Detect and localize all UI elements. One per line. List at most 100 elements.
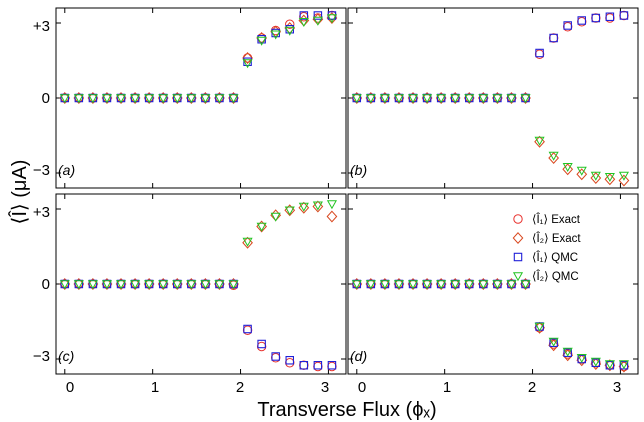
- ytick-label-top-0: 0: [42, 90, 50, 107]
- panel-a-point-triangle-down: [144, 94, 155, 104]
- panel-c-point-triangle-down: [200, 280, 211, 290]
- panel-c-point-triangle-down: [158, 280, 169, 290]
- panel-c-point-diamond: [326, 210, 338, 223]
- panel-c-point-triangle-down: [101, 280, 113, 290]
- xtick-label-right-3: 3: [613, 379, 621, 396]
- panel-label-b: (b): [350, 162, 367, 178]
- panel-a-point-triangle-down: [312, 16, 323, 26]
- legend-markers: [512, 214, 524, 282]
- panel-b-point-triangle-down: [506, 94, 517, 104]
- panel-a-point-triangle-down: [200, 94, 211, 104]
- panel-a-point-square: [285, 24, 295, 34]
- panel-d-point-triangle-down: [618, 360, 629, 370]
- panel-b-point-triangle-down: [365, 94, 376, 104]
- legend-label-exact2: ⟨Î₂⟩ Exact: [532, 232, 581, 245]
- panel-b-point-triangle-down: [590, 171, 601, 181]
- panel-c-point-triangle-down: [214, 280, 225, 290]
- legend-marker-diamond: [512, 232, 524, 244]
- panel-b-point-diamond: [604, 173, 616, 186]
- panel-a-point-square: [313, 11, 323, 20]
- panel-d-point-diamond: [576, 354, 588, 367]
- panel-b-point-triangle-down: [562, 163, 573, 172]
- panel-label-a: (a): [58, 162, 75, 178]
- panel-d-point-triangle-down: [478, 280, 489, 290]
- legend-marker-square: [513, 252, 523, 262]
- panel-a-point-square: [271, 28, 280, 38]
- panel-a-point-triangle-down: [73, 94, 84, 104]
- panel-a-point-triangle-down: [298, 18, 309, 27]
- panel-b-point-diamond: [562, 163, 574, 176]
- panel-d-point-diamond: [590, 358, 602, 370]
- legend-label-exact1: ⟨Î₁⟩ Exact: [532, 213, 581, 226]
- x-axis-title: Transverse Flux (ϕₓ): [257, 399, 436, 421]
- y-axis-title: ⟨Î⟩ (μA): [8, 160, 31, 225]
- legend-label-qmc1: ⟨Î₁⟩ QMC: [532, 251, 578, 264]
- panel-d-point-diamond: [618, 360, 630, 373]
- xtick-label-left-1: 1: [151, 379, 159, 396]
- panel-a-point-triangle-down: [172, 94, 183, 104]
- panel-b-point-triangle-down: [450, 94, 461, 104]
- panel-d-point-triangle-down: [590, 357, 601, 367]
- panel-c-point-triangle-down: [144, 280, 155, 290]
- panel-b-point-triangle-down: [436, 94, 447, 104]
- legend-label-qmc2: ⟨Î₂⟩ QMC: [532, 270, 579, 283]
- panel-d-point-diamond: [562, 349, 574, 362]
- panel-c-point-triangle-down: [59, 280, 70, 290]
- ytick-label-bottom-minus3: −3: [33, 348, 50, 365]
- panel-d-point-triangle-down: [450, 280, 461, 290]
- tick-marks: [56, 8, 638, 374]
- panel-d-point-triangle-down: [393, 280, 405, 290]
- panel-c-point-triangle-down: [172, 280, 183, 290]
- panel-b-point-triangle-down: [464, 94, 475, 104]
- panel-c-point-square: [285, 355, 295, 365]
- panel-c-point-circle: [285, 358, 295, 368]
- panel-b-point-triangle-down: [520, 94, 531, 104]
- panel-c-point-triangle-down: [284, 206, 295, 216]
- panel-b-point-square: [549, 33, 558, 43]
- panel-d-point-triangle-down: [407, 280, 419, 290]
- data-markers: [59, 10, 630, 373]
- panel-a-point-triangle-down: [242, 59, 253, 69]
- panel-d-point-triangle-down: [562, 347, 573, 357]
- panel-a-point-diamond: [242, 52, 253, 64]
- panel-a-point-square: [299, 11, 309, 20]
- panel-c-point-circle: [299, 360, 309, 370]
- panel-a-point-triangle-down: [214, 94, 225, 104]
- panel-b-point-diamond: [548, 152, 560, 164]
- panel-b-point-diamond: [590, 172, 602, 184]
- panel-c-point-triangle-down: [186, 280, 197, 290]
- panel-b-point-triangle-down: [604, 173, 615, 182]
- panel-d-point-triangle-down: [379, 280, 390, 290]
- panel-d-point-triangle-down: [604, 360, 615, 370]
- panel-c-point-triangle-down: [115, 280, 127, 290]
- panel-a-point-triangle-down: [115, 94, 127, 104]
- panel-a-point-triangle-down: [101, 94, 113, 104]
- panel-a-point-square: [243, 57, 252, 66]
- panel-b-point-triangle-down: [492, 94, 503, 104]
- panel-a-point-circle: [285, 19, 295, 29]
- panel-c-point-triangle-down: [242, 237, 253, 247]
- panel-a-point-triangle-down: [326, 14, 337, 24]
- ytick-label-top-plus3: +3: [33, 18, 50, 35]
- panel-b-point-triangle-down: [576, 166, 587, 176]
- panel-c-point-triangle-down: [256, 222, 267, 232]
- panel-d-point-triangle-down: [365, 280, 376, 290]
- panel-c-point-square: [271, 352, 280, 361]
- panel-c-point-square: [313, 360, 323, 370]
- panel-b-point-diamond: [618, 174, 630, 187]
- xtick-label-left-3: 3: [321, 379, 329, 396]
- panel-c-point-triangle-down: [228, 280, 239, 290]
- panel-d-point-triangle-down: [422, 280, 433, 290]
- panel-a-point-triangle-down: [59, 94, 70, 104]
- panel-a-point-square: [257, 34, 266, 44]
- panel-a-point-triangle-down: [130, 94, 141, 104]
- panel-d-point-triangle-down: [464, 280, 475, 290]
- panel-b-point-square: [591, 13, 601, 23]
- panel-b-point-triangle-down: [407, 94, 419, 104]
- panel-d-point-triangle-down: [534, 322, 545, 332]
- panel-a-point-triangle-down: [228, 94, 239, 104]
- panel-b-point-circle: [591, 13, 601, 23]
- panel-b-point-square: [563, 21, 572, 30]
- panel-b-point-square: [605, 12, 615, 22]
